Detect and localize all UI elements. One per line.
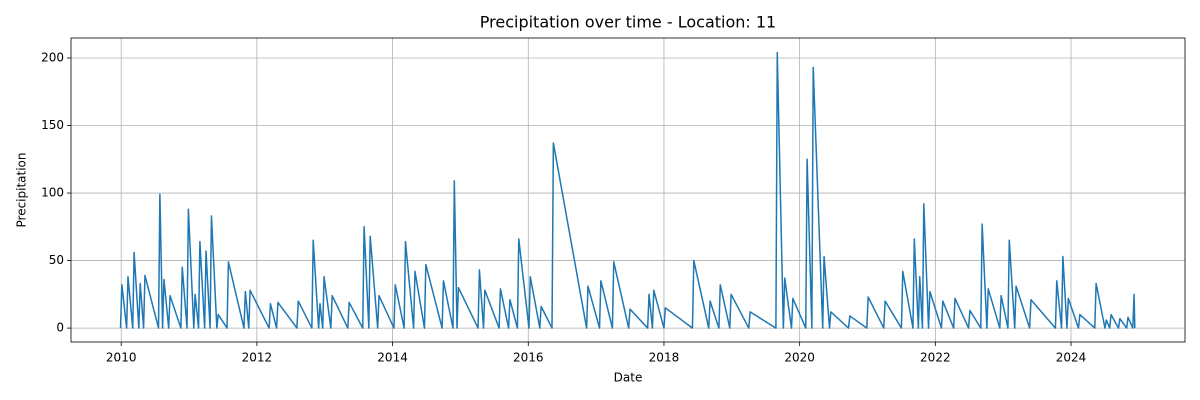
y-tick-label: 100 [41,186,64,200]
plot-area [119,51,1136,329]
x-tick-label: 2018 [649,351,680,365]
y-tick-label: 50 [49,253,64,267]
y-tick-label: 0 [56,321,64,335]
x-tick-label: 2022 [920,351,951,365]
x-tick-label: 2010 [106,351,137,365]
axes-frame [70,37,1186,343]
y-tick-label: 200 [41,50,64,64]
x-tick-label: 2024 [1056,351,1087,365]
x-tick-label: 2012 [242,351,273,365]
x-tick-label: 2014 [377,351,408,365]
ticks: 2010 2012 2014 2016 2018 2020 2022 2024 0 50 100 15… [41,50,1086,364]
x-axis-label: Date [614,371,643,385]
y-axis-label: Precipitation [15,152,29,227]
y-tick-label: 150 [41,118,64,132]
x-tick-label: 2020 [784,351,815,365]
x-tick-label: 2016 [513,351,544,365]
chart-title: Precipitation over time - Location: 11 [480,13,776,32]
data-line [119,51,1136,329]
